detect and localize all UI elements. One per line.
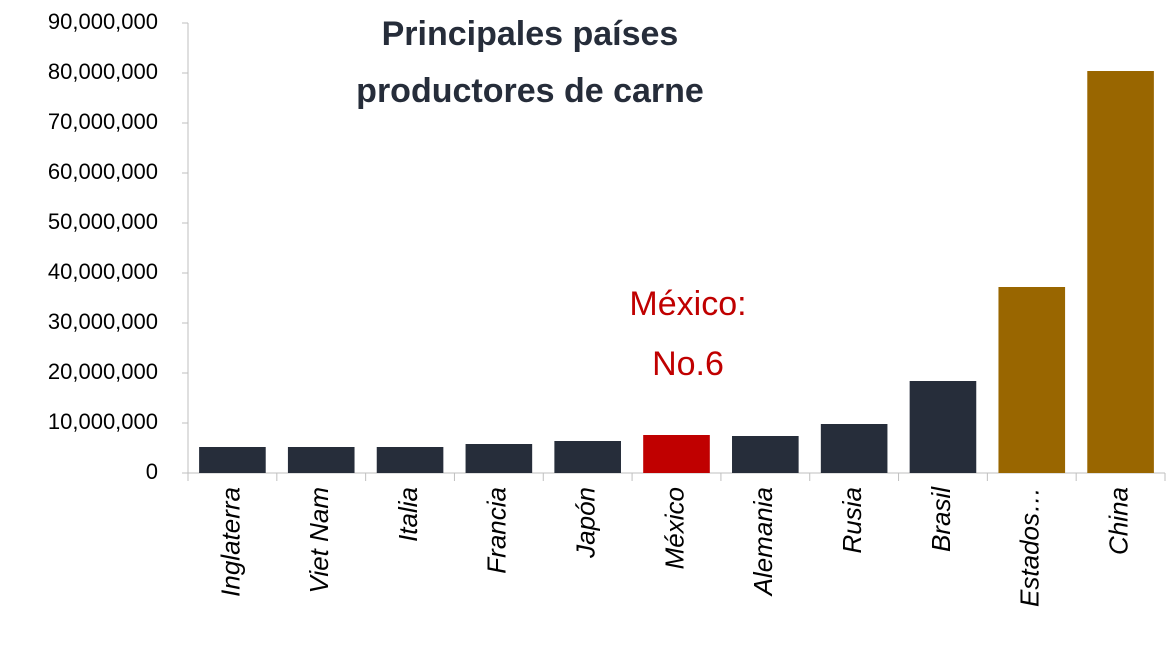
bar (643, 435, 710, 473)
x-tick-label: México (659, 487, 689, 569)
y-tick-label: 30,000,000 (48, 309, 158, 334)
bar (820, 424, 888, 473)
chart-title: Principales países (382, 15, 679, 53)
y-tick-label: 20,000,000 (48, 359, 158, 384)
bar (199, 447, 266, 473)
annotation: No.6 (652, 345, 724, 383)
bar (998, 287, 1066, 473)
x-tick-label: Viet Nam (304, 487, 334, 593)
x-tick-label: Brasil (926, 486, 956, 552)
bar (732, 436, 799, 473)
x-tick-label: Alemania (748, 487, 778, 597)
chart-title: productores de carne (356, 72, 704, 110)
y-tick-label: 60,000,000 (48, 159, 158, 184)
y-tick-label: 50,000,000 (48, 209, 158, 234)
x-tick-label: Inglaterra (215, 487, 245, 597)
y-tick-label: 70,000,000 (48, 109, 158, 134)
y-tick-label: 10,000,000 (48, 409, 158, 434)
bar (287, 447, 355, 473)
y-tick-label: 90,000,000 (48, 9, 158, 34)
x-tick-label: Estados… (1015, 487, 1045, 607)
y-tick-label: 40,000,000 (48, 259, 158, 284)
bar (465, 444, 533, 473)
bar (554, 441, 621, 473)
x-tick-label: Rusia (837, 487, 867, 553)
x-tick-label: China (1103, 487, 1133, 555)
annotation: México: (629, 285, 746, 323)
bar (909, 381, 977, 473)
y-tick-label: 80,000,000 (48, 59, 158, 84)
x-tick-label: Japón (571, 487, 601, 559)
x-tick-label: Italia (393, 487, 423, 542)
bar (1087, 71, 1154, 473)
bar (376, 447, 444, 473)
x-tick-label: Francia (482, 487, 512, 574)
y-tick-label: 0 (146, 459, 158, 484)
